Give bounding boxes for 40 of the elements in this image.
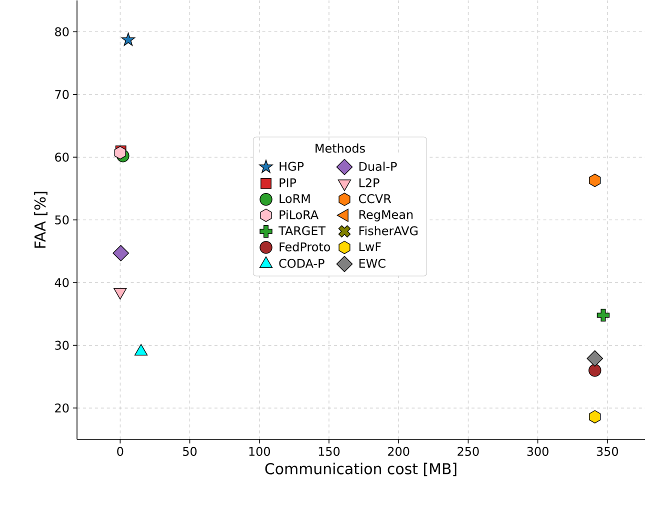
y-tick-label: 20 <box>55 403 69 412</box>
point <box>586 350 604 366</box>
legend-label: PIP <box>280 178 296 187</box>
legend-label: CODA-P <box>279 258 324 268</box>
x-tick-label: 300 <box>527 446 548 456</box>
y-tick-label: 50 <box>55 215 69 224</box>
point <box>589 410 601 424</box>
x-tick-label: 0 <box>117 446 124 456</box>
point <box>112 244 130 262</box>
legend-label: EWC <box>359 258 386 268</box>
legend-label: FisherAVG <box>359 226 418 236</box>
x-tick-label: 100 <box>249 446 270 456</box>
y-tick-label: 30 <box>55 340 69 350</box>
point <box>114 146 126 160</box>
y-axis-title: FAA [%] <box>34 192 48 248</box>
x-tick-label: 200 <box>388 446 410 456</box>
x-axis-title: Communication cost [MB] <box>265 462 456 476</box>
legend-label: RegMean <box>359 210 413 222</box>
point <box>588 364 602 377</box>
legend-label: LoRM <box>280 194 310 203</box>
legend-label: HGP <box>280 162 304 171</box>
y-tick-label: 40 <box>54 278 69 287</box>
y-tick-label: 60 <box>55 152 69 162</box>
x-tick-label: 350 <box>596 446 618 456</box>
legend-label: PiLoRA <box>280 210 318 220</box>
point <box>596 308 610 322</box>
point <box>589 174 601 187</box>
legend-label: CCVR <box>358 194 392 204</box>
legend-label: L2P <box>359 178 380 187</box>
point <box>121 32 136 46</box>
legend-label: TARGET <box>278 226 326 236</box>
y-tick-label: 80 <box>55 27 69 36</box>
legend-label: FedProto <box>280 242 330 252</box>
y-tick-label: 70 <box>55 90 69 99</box>
legend-label: Dual-P <box>359 162 397 171</box>
x-tick-label: 50 <box>183 446 197 456</box>
x-tick-label: 250 <box>458 446 479 456</box>
x-tick-label: 150 <box>318 446 340 456</box>
legend-label: LwF <box>359 242 381 251</box>
legend-title: Methods <box>316 143 365 153</box>
